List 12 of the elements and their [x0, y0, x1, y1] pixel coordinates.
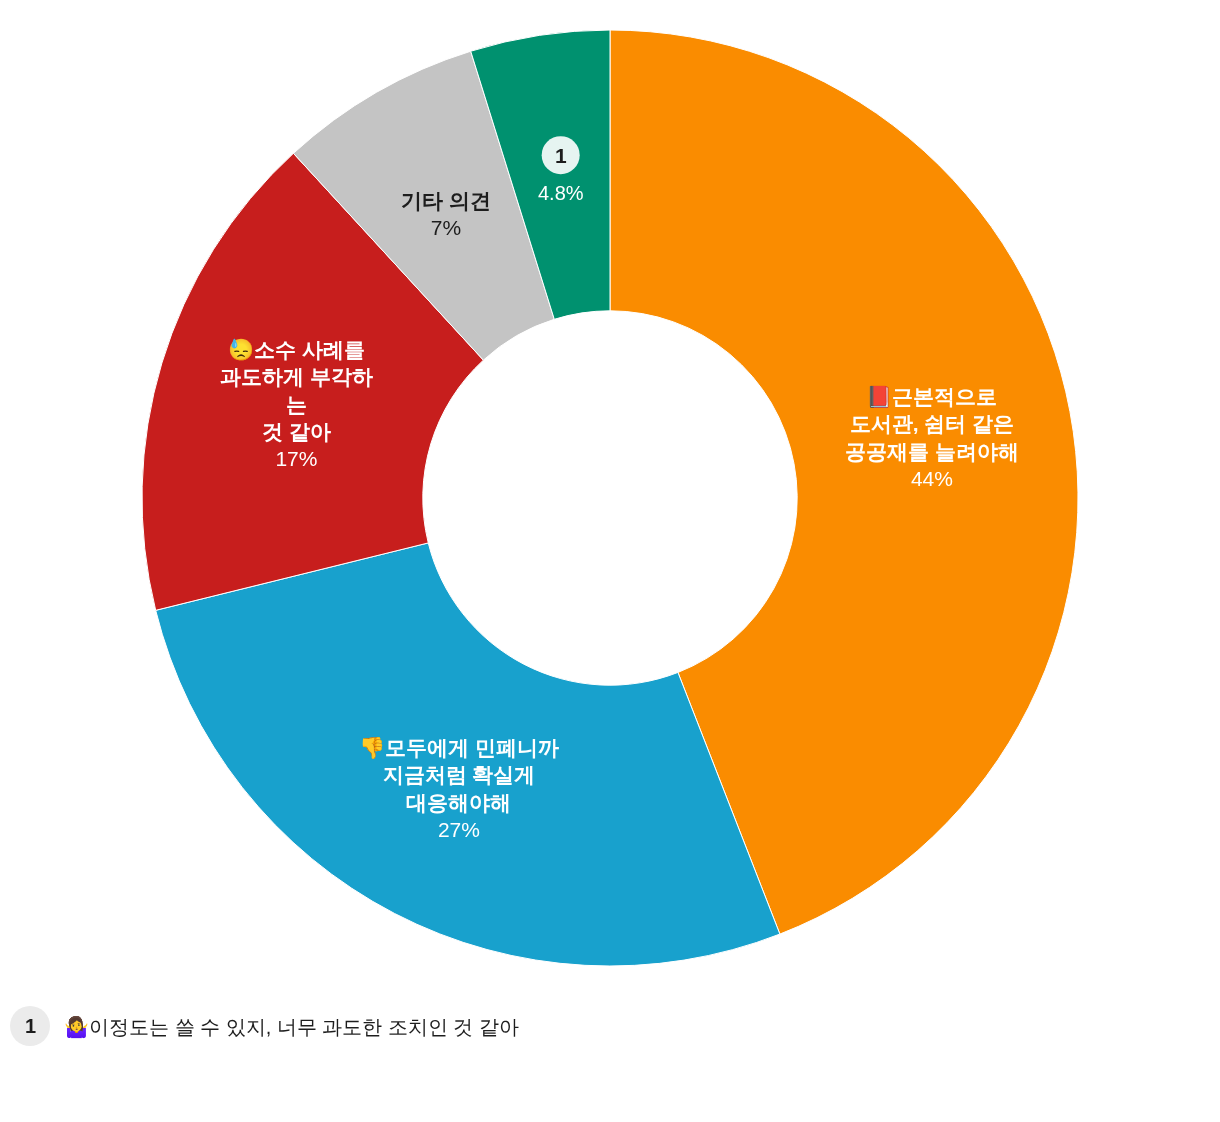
slice-label: 1: [555, 144, 567, 167]
data-label: 17%: [275, 447, 318, 471]
slice-label: 📕근본적으로 도서관, 쉼터 같은 공공재를 늘려야해: [845, 385, 1019, 463]
slice-label: 😓소수 사례를 과도하게 부각하 는 것 같아: [220, 337, 373, 443]
slice-label: 👎모두에게 민폐니까 지금처럼 확실게 대응해야해: [359, 736, 559, 814]
data-label: 4.8%: [538, 182, 584, 204]
data-label: 44%: [910, 466, 953, 490]
text: 1: [25, 1015, 37, 1037]
data-label: 27%: [437, 817, 480, 841]
slice-label: 기타 의견: [401, 189, 491, 212]
text: 🤷‍♀이정도는 쓸 수 있지, 너무 과도한 조치인 것 같아: [64, 1014, 520, 1039]
data-label: 7%: [430, 216, 462, 240]
